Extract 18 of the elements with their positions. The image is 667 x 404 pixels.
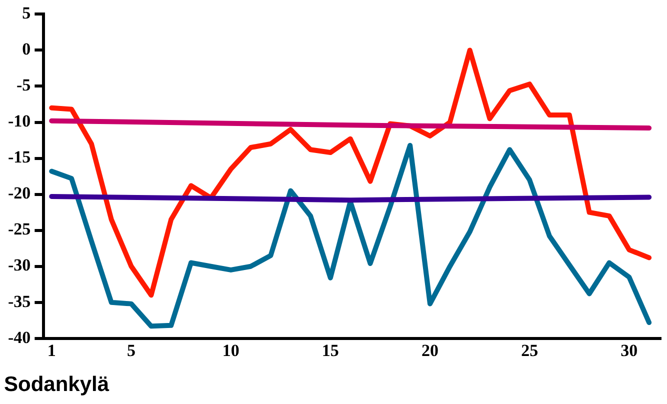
y-tick-label: -40 [8,328,31,347]
x-tick-label: 30 [620,340,638,360]
y-tick-label: 5 [22,4,31,23]
x-tick-label: 10 [222,340,240,360]
y-tick-label: -20 [8,184,31,203]
y-tick-label: -25 [8,220,31,239]
x-tick-label: 25 [521,340,538,360]
x-tick-label: 1 [47,340,56,360]
y-tick-label: 0 [22,40,31,59]
text: Sodankylä [4,373,110,396]
y-tick-label: -10 [8,112,31,131]
x-tick-label: 5 [127,340,136,360]
y-tick-label: -5 [16,76,31,95]
x-tick-label: 20 [421,340,438,360]
x-tick-label: 15 [322,340,339,360]
y-tick-label: -35 [8,292,31,311]
y-tick-label: -15 [8,148,31,167]
y-tick-label: -30 [8,256,31,275]
